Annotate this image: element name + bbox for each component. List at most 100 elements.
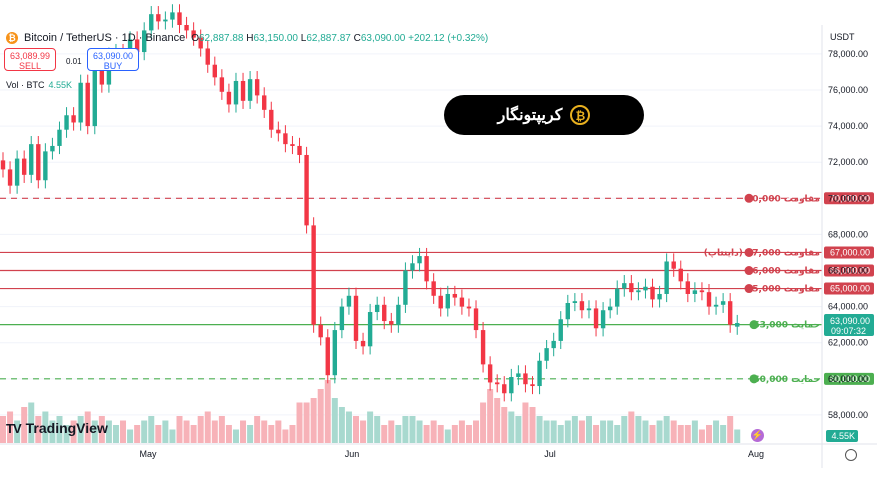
- candle: [7, 169, 13, 186]
- candle: [142, 30, 147, 53]
- candle: [283, 133, 288, 145]
- candle: [396, 304, 401, 325]
- candle: [254, 79, 260, 96]
- candle: [445, 293, 450, 309]
- candle: [134, 39, 140, 53]
- candle: [629, 283, 634, 293]
- axis-level-badge: [824, 282, 874, 295]
- y-tick-label: 70,000.00: [828, 193, 868, 203]
- flash-icon[interactable]: ⚡: [751, 429, 764, 442]
- candle: [382, 304, 387, 322]
- tradingview-logo[interactable]: TV TradingView: [6, 420, 108, 436]
- volume-bar: [423, 425, 430, 443]
- resistance-label: مقاومت 66,000: [746, 267, 820, 277]
- volume-bar: [727, 416, 734, 443]
- volume-bar: [268, 425, 275, 443]
- volume-legend[interactable]: Vol · BTC 4.55K: [6, 80, 72, 90]
- volume-bar: [501, 407, 508, 443]
- volume-bar: [571, 416, 578, 443]
- candle: [551, 340, 556, 349]
- volume-bar: [720, 425, 727, 443]
- currency-selector[interactable]: USDT: [830, 32, 855, 42]
- candle: [85, 82, 90, 127]
- x-tick-label: Aug: [748, 449, 764, 459]
- volume-bar: [261, 420, 268, 443]
- candle: [205, 48, 210, 65]
- candle: [615, 288, 620, 307]
- last-price-text: 63,090.00: [830, 316, 870, 326]
- support-label: حمایت 63,000: [753, 321, 820, 331]
- volume-bar: [317, 389, 324, 443]
- volume-bar: [183, 420, 190, 443]
- volume-bar: [310, 398, 317, 443]
- candle: [0, 160, 6, 170]
- candle: [71, 115, 76, 123]
- candle: [247, 79, 253, 101]
- candle: [360, 340, 366, 347]
- candle: [170, 12, 175, 20]
- volume-bar: [430, 420, 437, 443]
- buy-button[interactable]: 63,090.00 BUY: [87, 48, 139, 71]
- volume-bar: [444, 429, 451, 443]
- candle: [156, 14, 161, 22]
- volume-label: Vol · BTC: [6, 80, 45, 90]
- candle: [389, 321, 394, 325]
- volume-bar: [437, 425, 444, 443]
- volume-axis-text: 4.55K: [831, 431, 855, 441]
- candle: [346, 295, 352, 307]
- volume-bar: [522, 402, 529, 443]
- volume-bar: [713, 420, 720, 443]
- volume-bar: [56, 416, 63, 443]
- high-value: 63,150.00: [253, 32, 299, 44]
- candle: [297, 145, 302, 155]
- volume-bar: [642, 420, 649, 443]
- candle: [622, 283, 627, 289]
- candle: [671, 261, 676, 269]
- spread-value: 0.01: [66, 57, 82, 66]
- volume-bar: [578, 420, 585, 443]
- brand-watermark: کریپتونگار ₿: [444, 95, 644, 135]
- candle: [593, 308, 599, 329]
- volume-bar: [225, 425, 232, 443]
- volume-bar: [141, 420, 148, 443]
- x-tick-label: Jun: [345, 449, 360, 459]
- candle: [495, 382, 500, 385]
- candle: [727, 301, 733, 325]
- candle: [509, 377, 514, 394]
- volume-bar: [734, 429, 741, 443]
- candle: [572, 301, 578, 303]
- candle: [304, 154, 309, 226]
- volume-bar: [353, 416, 359, 443]
- volume-bar: [550, 420, 557, 443]
- settings-icon[interactable]: [845, 449, 857, 461]
- volume-bar: [487, 389, 494, 443]
- volume-bar: [127, 429, 134, 443]
- candle: [149, 14, 154, 31]
- volume-bar: [7, 411, 14, 443]
- volume-bar: [621, 416, 628, 443]
- close-value: 63,090.00: [360, 32, 406, 44]
- volume-bar: [63, 425, 70, 443]
- candle: [473, 308, 479, 331]
- sell-label: SELL: [18, 61, 42, 71]
- volume-bar: [473, 420, 480, 443]
- candle: [565, 303, 570, 320]
- countdown-text: 09:07:32: [831, 326, 866, 336]
- symbol-title[interactable]: Bitcoin / TetherUS · 1D · Binance: [24, 32, 186, 44]
- candle: [720, 301, 726, 305]
- candle: [735, 323, 740, 327]
- volume-bar: [416, 420, 423, 443]
- volume-bar: [176, 416, 183, 443]
- volume-bar: [529, 407, 536, 443]
- y-tick-label: 66,000.00: [828, 266, 868, 276]
- candle: [607, 306, 613, 311]
- candle: [664, 261, 669, 294]
- low-value: 62,887.87: [306, 32, 351, 44]
- sell-button[interactable]: 63,089.99 SELL: [4, 48, 56, 71]
- candle: [678, 268, 683, 282]
- volume-bar: [409, 416, 416, 443]
- candle: [537, 360, 542, 387]
- volume-bar: [557, 425, 564, 443]
